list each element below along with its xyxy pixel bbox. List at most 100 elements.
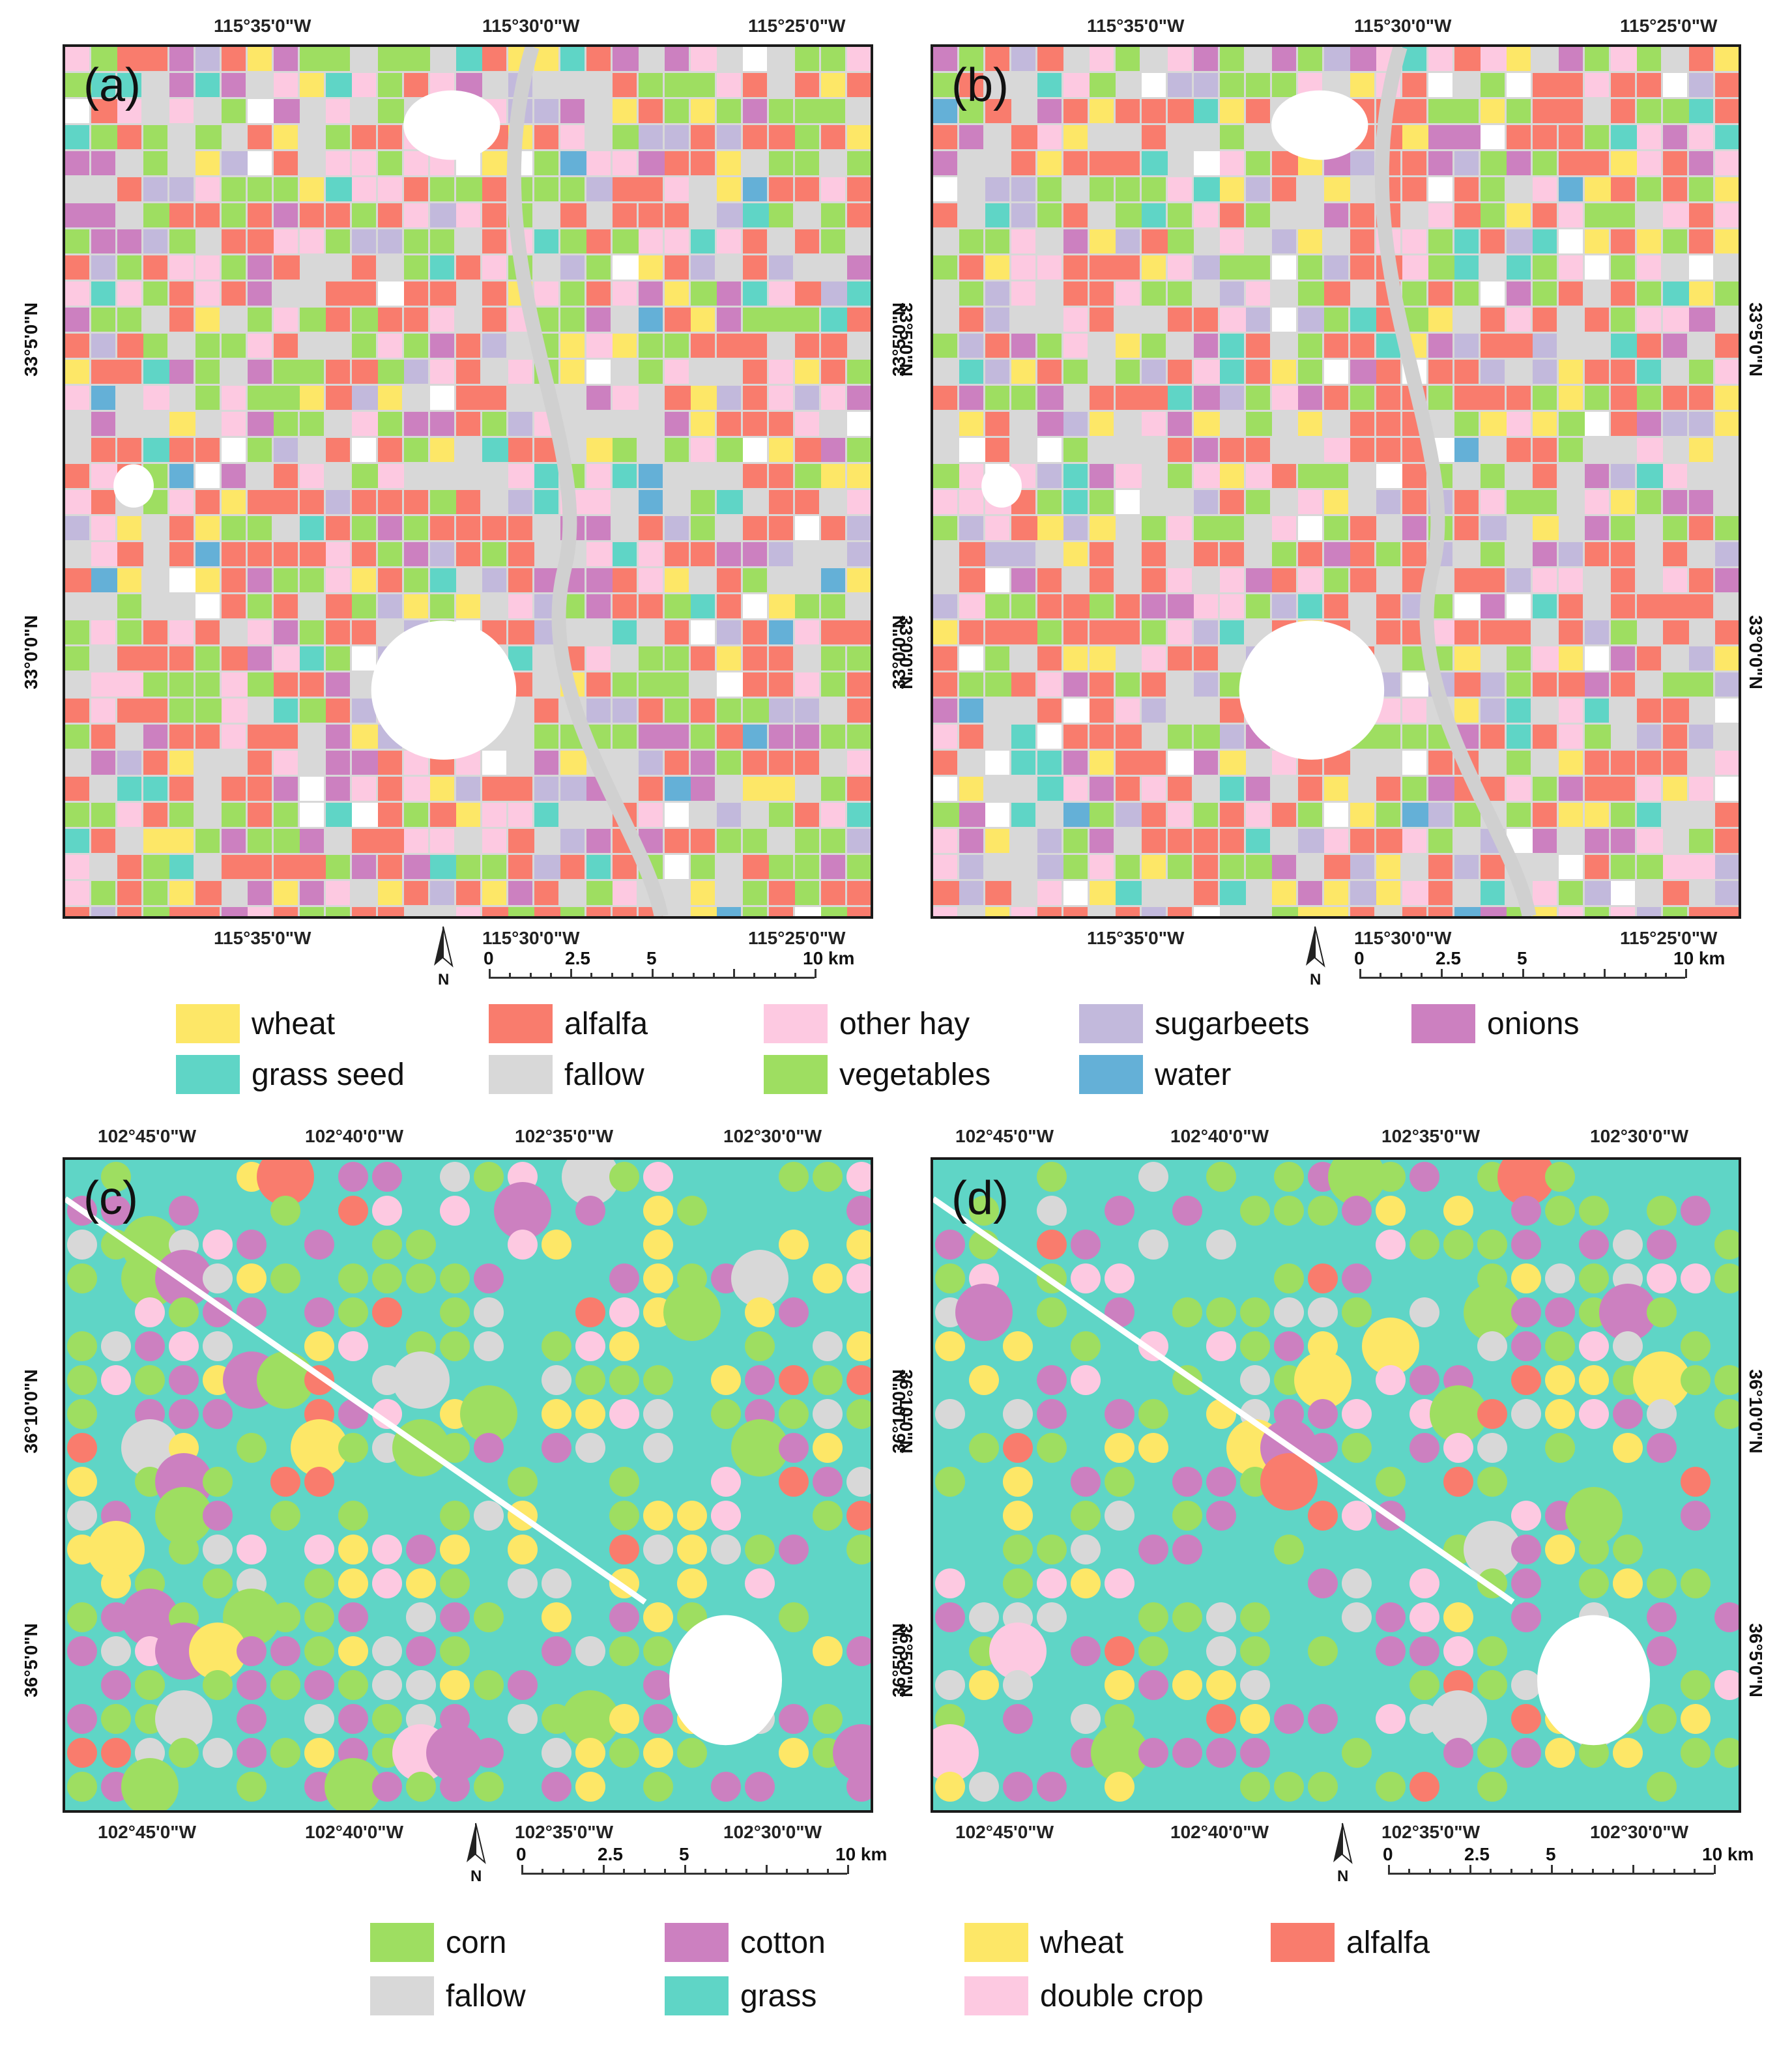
legend-item-alfalfa-2: alfalfa [1271, 1922, 1430, 1963]
pivot-field [304, 1670, 334, 1700]
pivot-field [1647, 1704, 1677, 1734]
field-parcel [1063, 125, 1088, 149]
field-parcel [274, 516, 298, 540]
field-parcel [274, 334, 298, 358]
field-parcel [404, 203, 428, 227]
field-parcel [560, 47, 585, 71]
field-parcel [508, 777, 532, 801]
pivot-field [135, 1331, 165, 1361]
field-parcel [665, 203, 689, 227]
field-parcel [769, 646, 793, 671]
pivot-field [846, 1467, 871, 1497]
field-parcel [691, 568, 715, 592]
pivot-field [1443, 1230, 1473, 1260]
field-parcel [743, 803, 767, 827]
field-parcel [560, 829, 585, 853]
field-parcel [1246, 490, 1270, 514]
scale-label: 10 km [1673, 948, 1726, 968]
field-parcel [639, 177, 663, 201]
field-parcel [326, 542, 350, 566]
field-parcel [1090, 855, 1114, 879]
pivot-field [1579, 1230, 1609, 1260]
field-parcel [769, 255, 793, 280]
field-parcel [1689, 203, 1713, 227]
field-parcel [1663, 360, 1687, 384]
pivot-field [1138, 1433, 1168, 1463]
field-parcel [274, 73, 298, 97]
pivot-field [440, 1602, 470, 1632]
field-parcel [482, 490, 506, 514]
field-parcel [1116, 281, 1140, 306]
pivot-field [1545, 1365, 1575, 1395]
field-parcel [1376, 386, 1400, 410]
field-parcel [248, 803, 272, 827]
field-parcel [1507, 620, 1531, 644]
legend-label-wheat-2: wheat [1040, 1925, 1124, 1960]
field-parcel [274, 568, 298, 592]
field-parcel [274, 542, 298, 566]
pivot-field [372, 1196, 402, 1226]
pivot-field [575, 1196, 605, 1226]
field-parcel [847, 803, 871, 827]
field-parcel [326, 646, 350, 671]
field-parcel [613, 646, 637, 671]
field-parcel [195, 464, 220, 488]
field-parcel [1585, 855, 1609, 879]
field-parcel [1011, 386, 1035, 410]
scale-label: 0 [1383, 1844, 1393, 1864]
scale-label: 5 [646, 948, 657, 968]
panel-label-b: (b) [951, 59, 1009, 111]
pivot-field [562, 1690, 619, 1748]
pivot-field [575, 1433, 605, 1463]
field-parcel [560, 177, 585, 201]
field-parcel [1507, 725, 1531, 749]
pivot-field [304, 1568, 334, 1598]
field-parcel [795, 73, 819, 97]
scale-tick [815, 969, 817, 978]
pivot-field [1206, 1331, 1236, 1361]
field-parcel [65, 229, 89, 253]
pivot-field [169, 1196, 199, 1226]
field-parcel [821, 47, 845, 71]
pivot-field [1105, 1196, 1134, 1226]
field-parcel [169, 516, 194, 540]
scale-tick [1388, 1865, 1390, 1874]
field-parcel [1611, 438, 1635, 462]
field-parcel [1063, 568, 1088, 592]
field-parcel [1454, 620, 1479, 644]
field-parcel [1194, 646, 1218, 671]
field-parcel [1168, 73, 1192, 97]
pivot-field [1362, 1318, 1419, 1375]
field-parcel [613, 568, 637, 592]
pivot-field [338, 1297, 368, 1327]
field-parcel [195, 777, 220, 801]
pivot-field [1003, 1433, 1033, 1463]
field-parcel [1168, 881, 1192, 905]
field-parcel [743, 672, 767, 697]
field-parcel [91, 516, 115, 540]
pivot-field [304, 1467, 334, 1497]
field-parcel [91, 281, 115, 306]
field-parcel [248, 308, 272, 332]
field-parcel [1689, 125, 1713, 149]
field-parcel [1324, 594, 1348, 618]
field-parcel [169, 177, 194, 201]
field-parcel [1715, 646, 1739, 671]
pivot-field [508, 1467, 538, 1497]
field-parcel [1194, 881, 1218, 905]
field-parcel [169, 99, 194, 123]
legend-swatch-grass [665, 1976, 729, 2015]
legend-label-grass: grass [740, 1978, 817, 2013]
field-parcel [274, 620, 298, 644]
field-parcel [1142, 855, 1166, 879]
field-parcel [795, 490, 819, 514]
pivot-field [813, 1331, 843, 1361]
field-parcel [743, 177, 767, 201]
scale-tick [1673, 1869, 1675, 1874]
field-parcel [248, 907, 272, 916]
field-parcel [274, 177, 298, 201]
field-parcel [1663, 386, 1687, 410]
field-parcel [985, 386, 1009, 410]
field-parcel [1428, 47, 1452, 71]
field-parcel [1142, 412, 1166, 436]
